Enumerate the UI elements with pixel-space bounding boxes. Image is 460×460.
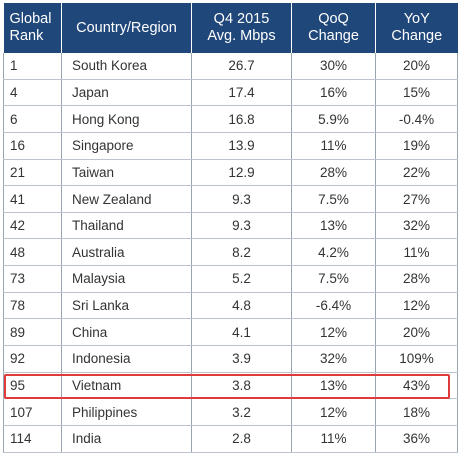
mbps-cell: 13.9 [191,132,292,160]
yoy-cell: 43% [375,372,458,400]
table-row: 42 Thailand 9.3 13% 32% [3,212,458,240]
rank-cell: 95 [3,372,62,400]
yoy-cell: 18% [375,398,458,426]
mbps-cell: 12.9 [191,159,292,187]
yoy-cell: 27% [375,185,458,213]
mbps-cell: 2.8 [191,425,292,453]
qoq-cell: 7.5% [291,185,376,213]
yoy-cell: 28% [375,265,458,293]
rank-cell: 89 [3,318,62,347]
table-row: 78 Sri Lanka 4.8 -6.4% 12% [3,292,458,320]
country-cell: Sri Lanka [61,292,192,320]
rank-cell: 41 [3,185,62,213]
qoq-cell: 11% [291,425,376,453]
rank-cell: 16 [3,132,62,160]
mbps-cell: 9.3 [191,212,292,240]
table-row: 89 China 4.1 12% 20% [3,318,458,347]
mbps-cell: 17.4 [191,79,292,107]
country-cell: China [61,318,192,347]
mbps-cell: 3.8 [191,372,292,400]
qoq-cell: 5.9% [291,105,376,133]
country-cell: Singapore [61,132,192,160]
mbps-cell: 4.8 [191,292,292,320]
country-cell: Philippines [61,398,192,426]
country-cell: Malaysia [61,265,192,293]
qoq-cell: 11% [291,132,376,160]
qoq-cell: -6.4% [291,292,376,320]
rank-cell: 114 [3,425,62,453]
table-body: 1 South Korea 26.7 30% 20% 4 Japan 17.4 16% 15% 6 H… [3,53,458,453]
qoq-cell: 30% [291,53,376,80]
yoy-cell: 20% [375,53,458,80]
mbps-cell: 5.2 [191,265,292,293]
table-row: 114 India 2.8 11% 36% [3,425,458,453]
country-cell: Hong Kong [61,105,192,133]
rank-cell: 1 [3,53,62,80]
rank-cell: 107 [3,398,62,426]
mbps-cell: 4.1 [191,318,292,347]
mbps-cell: 3.9 [191,345,292,373]
rank-cell: 4 [3,79,62,107]
speed-table: Global Rank Country/Region Q4 2015 Avg. Mb… [3,3,458,453]
country-cell: Australia [61,238,192,267]
mbps-cell: 26.7 [191,53,292,80]
qoq-cell: 12% [291,398,376,426]
qoq-cell: 12% [291,318,376,347]
header-country-region: Country/Region [61,3,192,53]
header-avg-mbps: Q4 2015 Avg. Mbps [191,3,292,53]
country-cell: Indonesia [61,345,192,373]
mbps-cell: 8.2 [191,238,292,267]
yoy-cell: 20% [375,318,458,347]
qoq-cell: 16% [291,79,376,107]
country-cell: Vietnam [61,372,192,400]
country-cell: South Korea [61,53,192,80]
mbps-cell: 16.8 [191,105,292,133]
table-row: 95 Vietnam 3.8 13% 43% [3,372,458,400]
mbps-cell: 9.3 [191,185,292,213]
yoy-cell: 11% [375,238,458,267]
qoq-cell: 32% [291,345,376,373]
country-cell: India [61,425,192,453]
yoy-cell: 19% [375,132,458,160]
table-row: 16 Singapore 13.9 11% 19% [3,132,458,160]
table-row: 4 Japan 17.4 16% 15% [3,79,458,107]
table-row: 92 Indonesia 3.9 32% 109% [3,345,458,373]
table-header-row: Global Rank Country/Region Q4 2015 Avg. Mb… [3,3,458,53]
qoq-cell: 13% [291,372,376,400]
header-yoy-change: YoY Change [375,3,458,53]
country-cell: Thailand [61,212,192,240]
qoq-cell: 4.2% [291,238,376,267]
table-row: 1 South Korea 26.7 30% 20% [3,53,458,80]
yoy-cell: 32% [375,212,458,240]
yoy-cell: 36% [375,425,458,453]
header-global-rank: Global Rank [3,3,62,53]
mbps-cell: 3.2 [191,398,292,426]
rank-cell: 78 [3,292,62,320]
yoy-cell: -0.4% [375,105,458,133]
yoy-cell: 109% [375,345,458,373]
table-row: 41 New Zealand 9.3 7.5% 27% [3,185,458,213]
speed-table-container: Global Rank Country/Region Q4 2015 Avg. Mb… [3,3,458,454]
table-row: 73 Malaysia 5.2 7.5% 28% [3,265,458,293]
table-row: 48 Australia 8.2 4.2% 11% [3,238,458,267]
table-row: 6 Hong Kong 16.8 5.9% -0.4% [3,105,458,133]
qoq-cell: 13% [291,212,376,240]
table-row: 107 Philippines 3.2 12% 18% [3,398,458,426]
qoq-cell: 7.5% [291,265,376,293]
yoy-cell: 15% [375,79,458,107]
qoq-cell: 28% [291,159,376,187]
rank-cell: 42 [3,212,62,240]
yoy-cell: 12% [375,292,458,320]
yoy-cell: 22% [375,159,458,187]
country-cell: Japan [61,79,192,107]
rank-cell: 6 [3,105,62,133]
rank-cell: 92 [3,345,62,373]
rank-cell: 48 [3,238,62,267]
country-cell: Taiwan [61,159,192,187]
rank-cell: 21 [3,159,62,187]
table-row: 21 Taiwan 12.9 28% 22% [3,159,458,187]
rank-cell: 73 [3,265,62,293]
country-cell: New Zealand [61,185,192,213]
header-qoq-change: QoQ Change [291,3,376,53]
